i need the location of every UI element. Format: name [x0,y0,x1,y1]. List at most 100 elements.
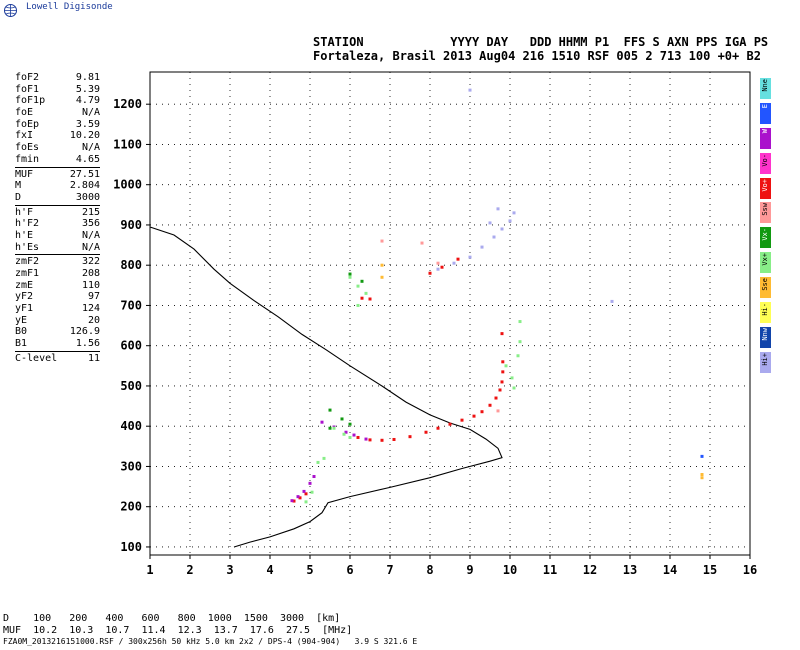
param-label: fmin [15,153,40,165]
y-tick-label: 1100 [113,137,142,151]
echo-point [518,340,522,344]
param-label: h'E [15,229,34,241]
param-row: h'F 215 [15,207,100,219]
echo-point [518,320,522,324]
echo-point [512,211,516,215]
y-tick-label: 400 [120,419,142,433]
echo-point [428,271,432,275]
echo-point [512,386,516,390]
param-value: 27.51 [69,168,100,180]
echo-point [472,414,476,418]
echo-point [700,476,704,480]
x-tick-label: 10 [503,563,517,577]
echo-point [440,265,444,269]
echo-point [488,403,492,407]
echo-point [304,500,308,504]
param-label: M [15,180,22,192]
echo-point [380,275,384,279]
param-row: B0 126.9 [15,326,100,338]
echo-point [302,489,306,493]
param-separator [15,254,100,256]
param-value: 215 [81,206,100,218]
param-separator [15,166,100,168]
legend-label: Hi- [761,303,769,316]
echo-point [368,438,372,442]
legend-label: Vx+ [761,253,769,266]
param-value: 124 [81,303,100,315]
param-label: foF1p [15,95,46,107]
echo-point [500,227,504,231]
echo-point [360,296,364,300]
param-separator [15,204,100,206]
distance-row: D 100 200 400 600 800 1000 1500 3000 [km… [3,613,341,624]
profile-curve [149,226,503,548]
param-label: h'F [15,206,34,218]
logo-text: Lowell Digisonde [26,2,113,12]
echo-point [348,422,352,426]
legend-swatch: Hi- [760,302,771,324]
param-value: 97 [87,291,100,303]
param-row: MUF 27.51 [15,169,100,181]
plot-frame [149,71,751,556]
x-tick-label: 2 [186,563,193,577]
x-tick-label: 13 [623,563,637,577]
y-tick-label: 800 [120,258,142,272]
param-row: foE N/A [15,107,100,119]
echo-point [436,261,440,265]
param-label: fxI [15,130,34,142]
legend-label: Nnw [761,327,769,341]
y-tick-label: 500 [120,379,142,393]
x-tick-label: 11 [543,563,557,577]
y-tick-label: 900 [120,218,142,232]
legend-label: Ssw [761,203,769,217]
echo-point [510,376,514,380]
param-value: 3000 [75,191,100,203]
echo-point [480,245,484,249]
lowell-logo: Lowell Digisonde [4,2,204,22]
legend-swatch: Hi+ [760,351,771,373]
legend-swatch: E [760,102,771,124]
echo-point [292,499,296,503]
echo-point [408,435,412,439]
param-row: C-level 11 [15,353,100,365]
param-label: D [15,191,22,203]
param-label: zmF1 [15,268,40,279]
legend-label: Vo+ [761,178,769,192]
echo-point [360,279,364,283]
x-tick-label: 15 [703,563,717,577]
param-row: foEs N/A [15,142,100,154]
legend-swatch: Nne [760,78,771,99]
x-tick-label: 7 [386,563,393,577]
echo-point [420,241,424,245]
param-value: N/A [81,229,100,241]
param-label: h'F2 [15,218,40,230]
y-tick-label: 200 [120,500,142,514]
echo-point [312,475,316,479]
param-row: D 3000 [15,192,100,204]
echo-point [700,454,704,458]
echo-point [296,495,300,499]
legend-label: E [761,103,769,109]
param-label: B0 [15,326,28,338]
param-label: MUF [15,168,34,180]
param-value: 110 [81,279,100,291]
echo-point [348,275,352,279]
param-value: 2.804 [69,180,100,192]
header-line-2: Fortaleza, Brasil 2013 Aug04 216 1510 RS… [313,49,761,63]
echo-point [468,88,472,92]
echo-point [501,360,505,364]
param-label: yE [15,314,28,326]
echo-point [308,481,312,485]
echo-point [348,435,352,439]
echo-point [348,272,352,276]
echo-point [448,422,452,426]
echo-point [424,430,428,434]
param-separator [15,350,100,352]
legend-label: Vx- [761,228,769,241]
echo-point [460,418,464,422]
param-value: 3.59 [75,118,100,130]
echo-point [356,284,360,288]
param-label: h'Es [15,241,40,253]
param-value: 208 [81,268,100,279]
